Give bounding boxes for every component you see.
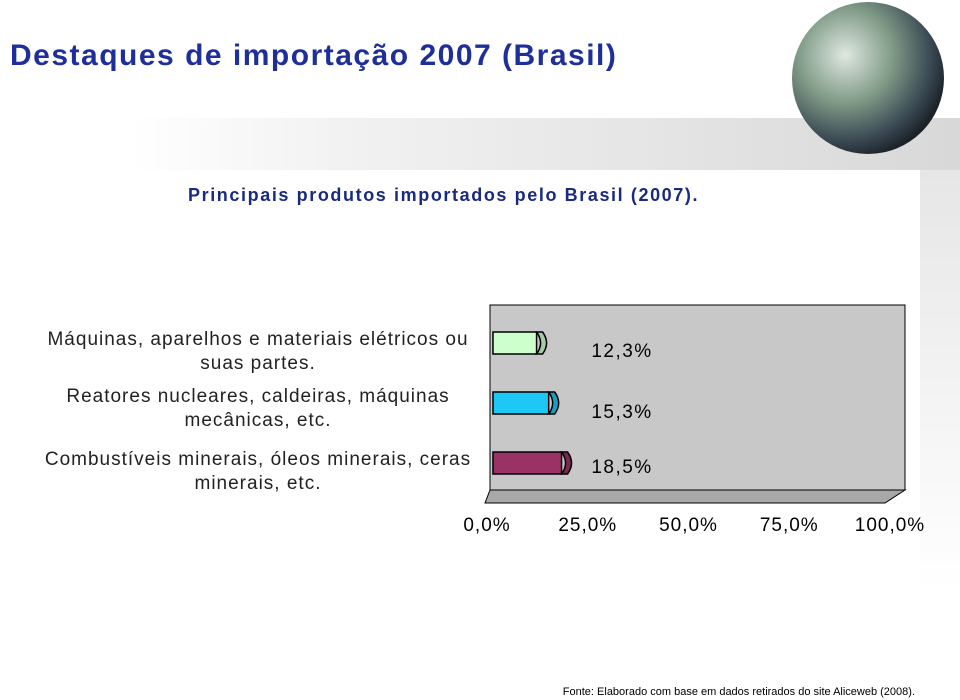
floor (484, 489, 907, 504)
x-tick-label: 75,0% (760, 515, 819, 536)
value-label: 15,3% (591, 402, 652, 423)
bar-end (547, 391, 560, 415)
value-label: 12,3% (591, 341, 652, 362)
title: Destaques de importação 2007 (Brasil) (10, 39, 617, 72)
side-band (920, 170, 960, 590)
source: Fonte: Elaborado com base em dados retir… (563, 686, 915, 698)
x-tick-label: 25,0% (558, 515, 617, 536)
category-label: Combustíveis minerais, óleos minerais, c… (44, 449, 472, 494)
bar (492, 391, 550, 415)
x-tick-label: 50,0% (659, 515, 718, 536)
x-tick-label: 100,0% (855, 515, 925, 536)
globe (792, 2, 944, 154)
category-label: Máquinas, aparelhos e materiais elétrico… (47, 329, 469, 374)
bar (492, 451, 563, 475)
bar-end (535, 331, 548, 355)
x-tick-label: 0,0% (463, 515, 510, 536)
bar (492, 331, 538, 355)
bar-end (560, 451, 573, 475)
value-label: 18,5% (591, 457, 652, 478)
category-label: Reatores nucleares, caldeiras, máquinas … (66, 386, 450, 431)
subtitle: Principais produtos importados pelo Bras… (188, 185, 699, 205)
